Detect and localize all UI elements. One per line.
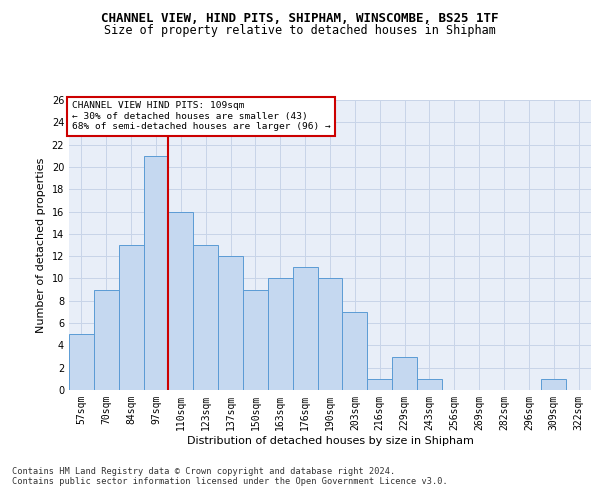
Bar bbox=[317, 278, 343, 390]
Text: Size of property relative to detached houses in Shipham: Size of property relative to detached ho… bbox=[104, 24, 496, 37]
Bar bbox=[417, 379, 442, 390]
Bar bbox=[94, 290, 119, 390]
Bar bbox=[268, 278, 293, 390]
Bar bbox=[169, 212, 193, 390]
Text: Contains HM Land Registry data © Crown copyright and database right 2024.: Contains HM Land Registry data © Crown c… bbox=[12, 467, 395, 476]
Bar bbox=[243, 290, 268, 390]
Bar bbox=[367, 379, 392, 390]
Bar bbox=[143, 156, 169, 390]
Bar bbox=[541, 379, 566, 390]
Bar bbox=[392, 356, 417, 390]
Bar bbox=[69, 334, 94, 390]
Text: CHANNEL VIEW HIND PITS: 109sqm
← 30% of detached houses are smaller (43)
68% of : CHANNEL VIEW HIND PITS: 109sqm ← 30% of … bbox=[71, 102, 331, 132]
Bar bbox=[343, 312, 367, 390]
Bar bbox=[293, 268, 317, 390]
Bar bbox=[119, 245, 143, 390]
Text: Contains public sector information licensed under the Open Government Licence v3: Contains public sector information licen… bbox=[12, 477, 448, 486]
Bar bbox=[193, 245, 218, 390]
X-axis label: Distribution of detached houses by size in Shipham: Distribution of detached houses by size … bbox=[187, 436, 473, 446]
Bar bbox=[218, 256, 243, 390]
Text: CHANNEL VIEW, HIND PITS, SHIPHAM, WINSCOMBE, BS25 1TF: CHANNEL VIEW, HIND PITS, SHIPHAM, WINSCO… bbox=[101, 12, 499, 26]
Y-axis label: Number of detached properties: Number of detached properties bbox=[36, 158, 46, 332]
